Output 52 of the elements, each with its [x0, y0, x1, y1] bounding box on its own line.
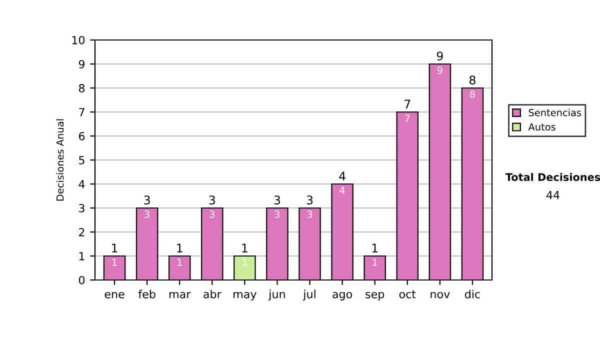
data-label: 1 — [242, 258, 247, 266]
x-tick-label: nov — [430, 292, 450, 298]
data-label: 1 — [372, 258, 378, 266]
y-tick-label: 6 — [78, 132, 85, 140]
total-label: 1 — [242, 244, 248, 252]
data-label: 1 — [112, 258, 117, 266]
y-axis-title: Decisiones Anual — [56, 119, 64, 201]
y-tick-label: 3 — [79, 204, 84, 212]
total-label: 7 — [404, 100, 410, 108]
data-label: 3 — [144, 210, 150, 218]
y-tick-label: 9 — [78, 60, 84, 68]
x-tick-label: ago — [332, 292, 352, 300]
y-tick-label: 10 — [72, 36, 85, 44]
total-label: 1 — [177, 244, 182, 252]
y-tick-label: 1 — [79, 252, 84, 260]
text: 44 — [546, 190, 560, 200]
legend-label: Sentencias — [528, 108, 582, 116]
x-tick-label: jun — [268, 290, 285, 300]
total-label: 4 — [339, 172, 346, 180]
x-tick-label: mar — [170, 292, 191, 298]
y-tick-label: 0 — [78, 276, 85, 284]
total-label: 3 — [209, 196, 215, 205]
y-tick-label: 2 — [79, 228, 84, 236]
x-tick-label: dic — [464, 290, 480, 298]
total-label: 3 — [306, 196, 313, 205]
y-tick-label: 5 — [79, 156, 84, 164]
total-label: 3 — [144, 196, 150, 205]
data-label: 1 — [178, 258, 182, 266]
data-label: 3 — [274, 210, 280, 218]
y-tick-label: 4 — [78, 180, 85, 188]
y-tick-label: 7 — [79, 108, 84, 116]
text: Total Decisiones — [505, 172, 600, 182]
total-label: 8 — [470, 76, 476, 85]
total-label: 3 — [274, 196, 280, 205]
total-label: 1 — [372, 244, 378, 252]
legend-label: Autos — [528, 123, 556, 131]
y-tick-label: 8 — [78, 84, 85, 92]
x-tick-label: sep — [366, 292, 384, 300]
data-label: 7 — [405, 114, 410, 122]
x-tick-label: ene — [104, 292, 124, 298]
data-label: 3 — [210, 210, 214, 218]
x-tick-label: abr — [204, 290, 222, 298]
total-label: 1 — [112, 244, 118, 252]
data-label: 8 — [470, 90, 475, 98]
x-tick-label: feb — [138, 290, 156, 298]
x-tick-label: may — [234, 292, 256, 300]
data-label: 3 — [307, 210, 312, 218]
data-label: 9 — [437, 66, 442, 74]
total-label: 9 — [436, 52, 443, 61]
x-tick-label: oct — [399, 290, 416, 298]
x-tick-label: jul — [302, 290, 316, 300]
data-label: 4 — [340, 186, 345, 194]
